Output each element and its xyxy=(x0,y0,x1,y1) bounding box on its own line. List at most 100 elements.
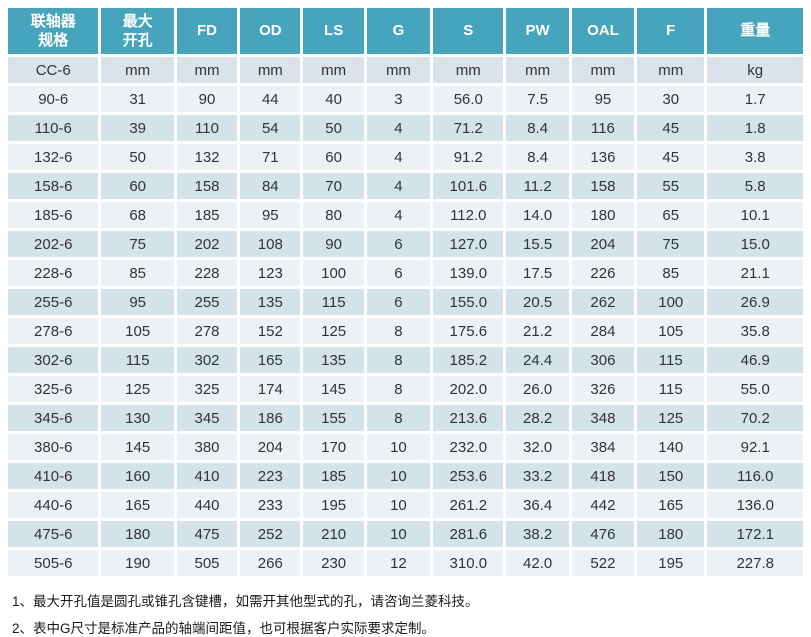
unit-cell-oal: mm xyxy=(571,57,635,83)
table-cell: 8.4 xyxy=(506,115,569,141)
table-cell: 1.8 xyxy=(707,115,803,141)
table-cell: 70 xyxy=(303,173,364,199)
table-row-505-6: 505-6 190 505 266 230 12 310.0 42.0 522 195 227.8 xyxy=(8,550,803,576)
table-cell: 115 xyxy=(101,347,174,373)
table-row-228-6: 228-6 85 228 123 100 6 139.0 17.5 226 85 21.1 xyxy=(8,260,803,286)
unit-cell-ls: mm xyxy=(303,57,364,83)
table-cell: 281.6 xyxy=(433,521,504,547)
table-cell: 505 xyxy=(176,550,238,576)
table-cell: 195 xyxy=(637,550,705,576)
table-cell: 95 xyxy=(571,86,635,112)
unit-cell-weight: kg xyxy=(707,57,803,83)
table-cell: 284 xyxy=(571,318,635,344)
table-cell: 155.0 xyxy=(433,289,504,315)
table-cell: 6 xyxy=(366,289,431,315)
table-cell: 71.2 xyxy=(433,115,504,141)
table-cell: 252 xyxy=(240,521,301,547)
table-cell: 24.4 xyxy=(506,347,569,373)
table-cell: 1.7 xyxy=(707,86,803,112)
table-cell: 232.0 xyxy=(433,434,504,460)
table-cell: 306 xyxy=(571,347,635,373)
table-cell: 253.6 xyxy=(433,463,504,489)
table-cell: 302 xyxy=(176,347,238,373)
table-cell: 228-6 xyxy=(8,260,99,286)
table-cell: 348 xyxy=(571,405,635,431)
table-cell: 165 xyxy=(240,347,301,373)
table-cell: 7.5 xyxy=(506,86,569,112)
table-cell: 123 xyxy=(240,260,301,286)
table-cell: 174 xyxy=(240,376,301,402)
table-cell: 170 xyxy=(303,434,364,460)
table-cell: 255-6 xyxy=(8,289,99,315)
table-cell: 54 xyxy=(240,115,301,141)
table-cell: 410-6 xyxy=(8,463,99,489)
table-cell: 116 xyxy=(571,115,635,141)
table-cell: 85 xyxy=(101,260,174,286)
table-cell: 135 xyxy=(303,347,364,373)
table-cell: 92.1 xyxy=(707,434,803,460)
table-cell: 195 xyxy=(303,492,364,518)
table-row-255-6: 255-6 95 255 135 115 6 155.0 20.5 262 100 26.9 xyxy=(8,289,803,315)
table-cell: 165 xyxy=(101,492,174,518)
table-cell: 158 xyxy=(571,173,635,199)
table-cell: 302-6 xyxy=(8,347,99,373)
table-cell: 65 xyxy=(637,202,705,228)
table-cell: 10.1 xyxy=(707,202,803,228)
table-cell: 140 xyxy=(637,434,705,460)
table-cell: 31 xyxy=(101,86,174,112)
table-cell: 95 xyxy=(101,289,174,315)
table-cell: 180 xyxy=(101,521,174,547)
table-cell: 3.8 xyxy=(707,144,803,170)
table-cell: 45 xyxy=(637,115,705,141)
table-cell: 84 xyxy=(240,173,301,199)
table-cell: 21.2 xyxy=(506,318,569,344)
unit-cell-max-bore: mm xyxy=(101,57,174,83)
table-cell: 85 xyxy=(637,260,705,286)
table-row-440-6: 440-6 165 440 233 195 10 261.2 36.4 442 165 136.0 xyxy=(8,492,803,518)
table-cell: 4 xyxy=(366,144,431,170)
table-cell: 26.0 xyxy=(506,376,569,402)
table-cell: 410 xyxy=(176,463,238,489)
table-cell: 190 xyxy=(101,550,174,576)
table-cell: 100 xyxy=(303,260,364,286)
table-cell: 152 xyxy=(240,318,301,344)
table-cell: 11.2 xyxy=(506,173,569,199)
unit-cell-g: mm xyxy=(366,57,431,83)
table-cell: 380-6 xyxy=(8,434,99,460)
table-cell: 90 xyxy=(176,86,238,112)
table-cell: 33.2 xyxy=(506,463,569,489)
table-cell: 6 xyxy=(366,260,431,286)
header-row: 联轴器 规格 最大 开孔 FD OD LS G S PW OAL F 重量 xyxy=(8,8,803,54)
table-cell: 261.2 xyxy=(433,492,504,518)
table-cell: 522 xyxy=(571,550,635,576)
table-cell: 145 xyxy=(303,376,364,402)
table-cell: 125 xyxy=(101,376,174,402)
table-cell: 105 xyxy=(637,318,705,344)
table-cell: 21.1 xyxy=(707,260,803,286)
table-cell: 6 xyxy=(366,231,431,257)
table-row-278-6: 278-6 105 278 152 125 8 175.6 21.2 284 105 35.8 xyxy=(8,318,803,344)
table-cell: 10 xyxy=(366,521,431,547)
table-cell: 68 xyxy=(101,202,174,228)
unit-cell-pw: mm xyxy=(506,57,569,83)
table-cell: 91.2 xyxy=(433,144,504,170)
table-cell: 28.2 xyxy=(506,405,569,431)
table-cell: 39 xyxy=(101,115,174,141)
unit-cell-fd: mm xyxy=(176,57,238,83)
table-cell: 38.2 xyxy=(506,521,569,547)
table-cell: 95 xyxy=(240,202,301,228)
column-header-pw: PW xyxy=(506,8,569,54)
table-cell: 36.4 xyxy=(506,492,569,518)
table-cell: 60 xyxy=(101,173,174,199)
table-cell: 230 xyxy=(303,550,364,576)
table-cell: 310.0 xyxy=(433,550,504,576)
column-header-oal: OAL xyxy=(571,8,635,54)
table-cell: 127.0 xyxy=(433,231,504,257)
table-cell: 10 xyxy=(366,434,431,460)
column-header-f: F xyxy=(637,8,705,54)
table-cell: 4 xyxy=(366,115,431,141)
column-header-weight: 重量 xyxy=(707,8,803,54)
column-header-coupling-spec: 联轴器 规格 xyxy=(8,8,99,54)
table-cell: 40 xyxy=(303,86,364,112)
